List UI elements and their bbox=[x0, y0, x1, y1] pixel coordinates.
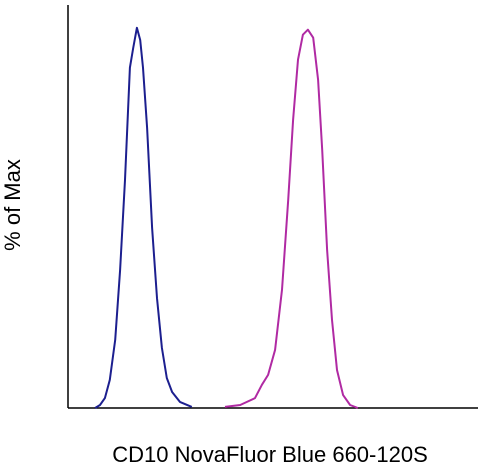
x-axis-label: CD10 NovaFluor Blue 660-120S bbox=[112, 442, 428, 467]
histogram-line bbox=[94, 26, 193, 409]
histogram-line bbox=[224, 28, 359, 409]
y-axis-label: % of Max bbox=[0, 159, 25, 251]
